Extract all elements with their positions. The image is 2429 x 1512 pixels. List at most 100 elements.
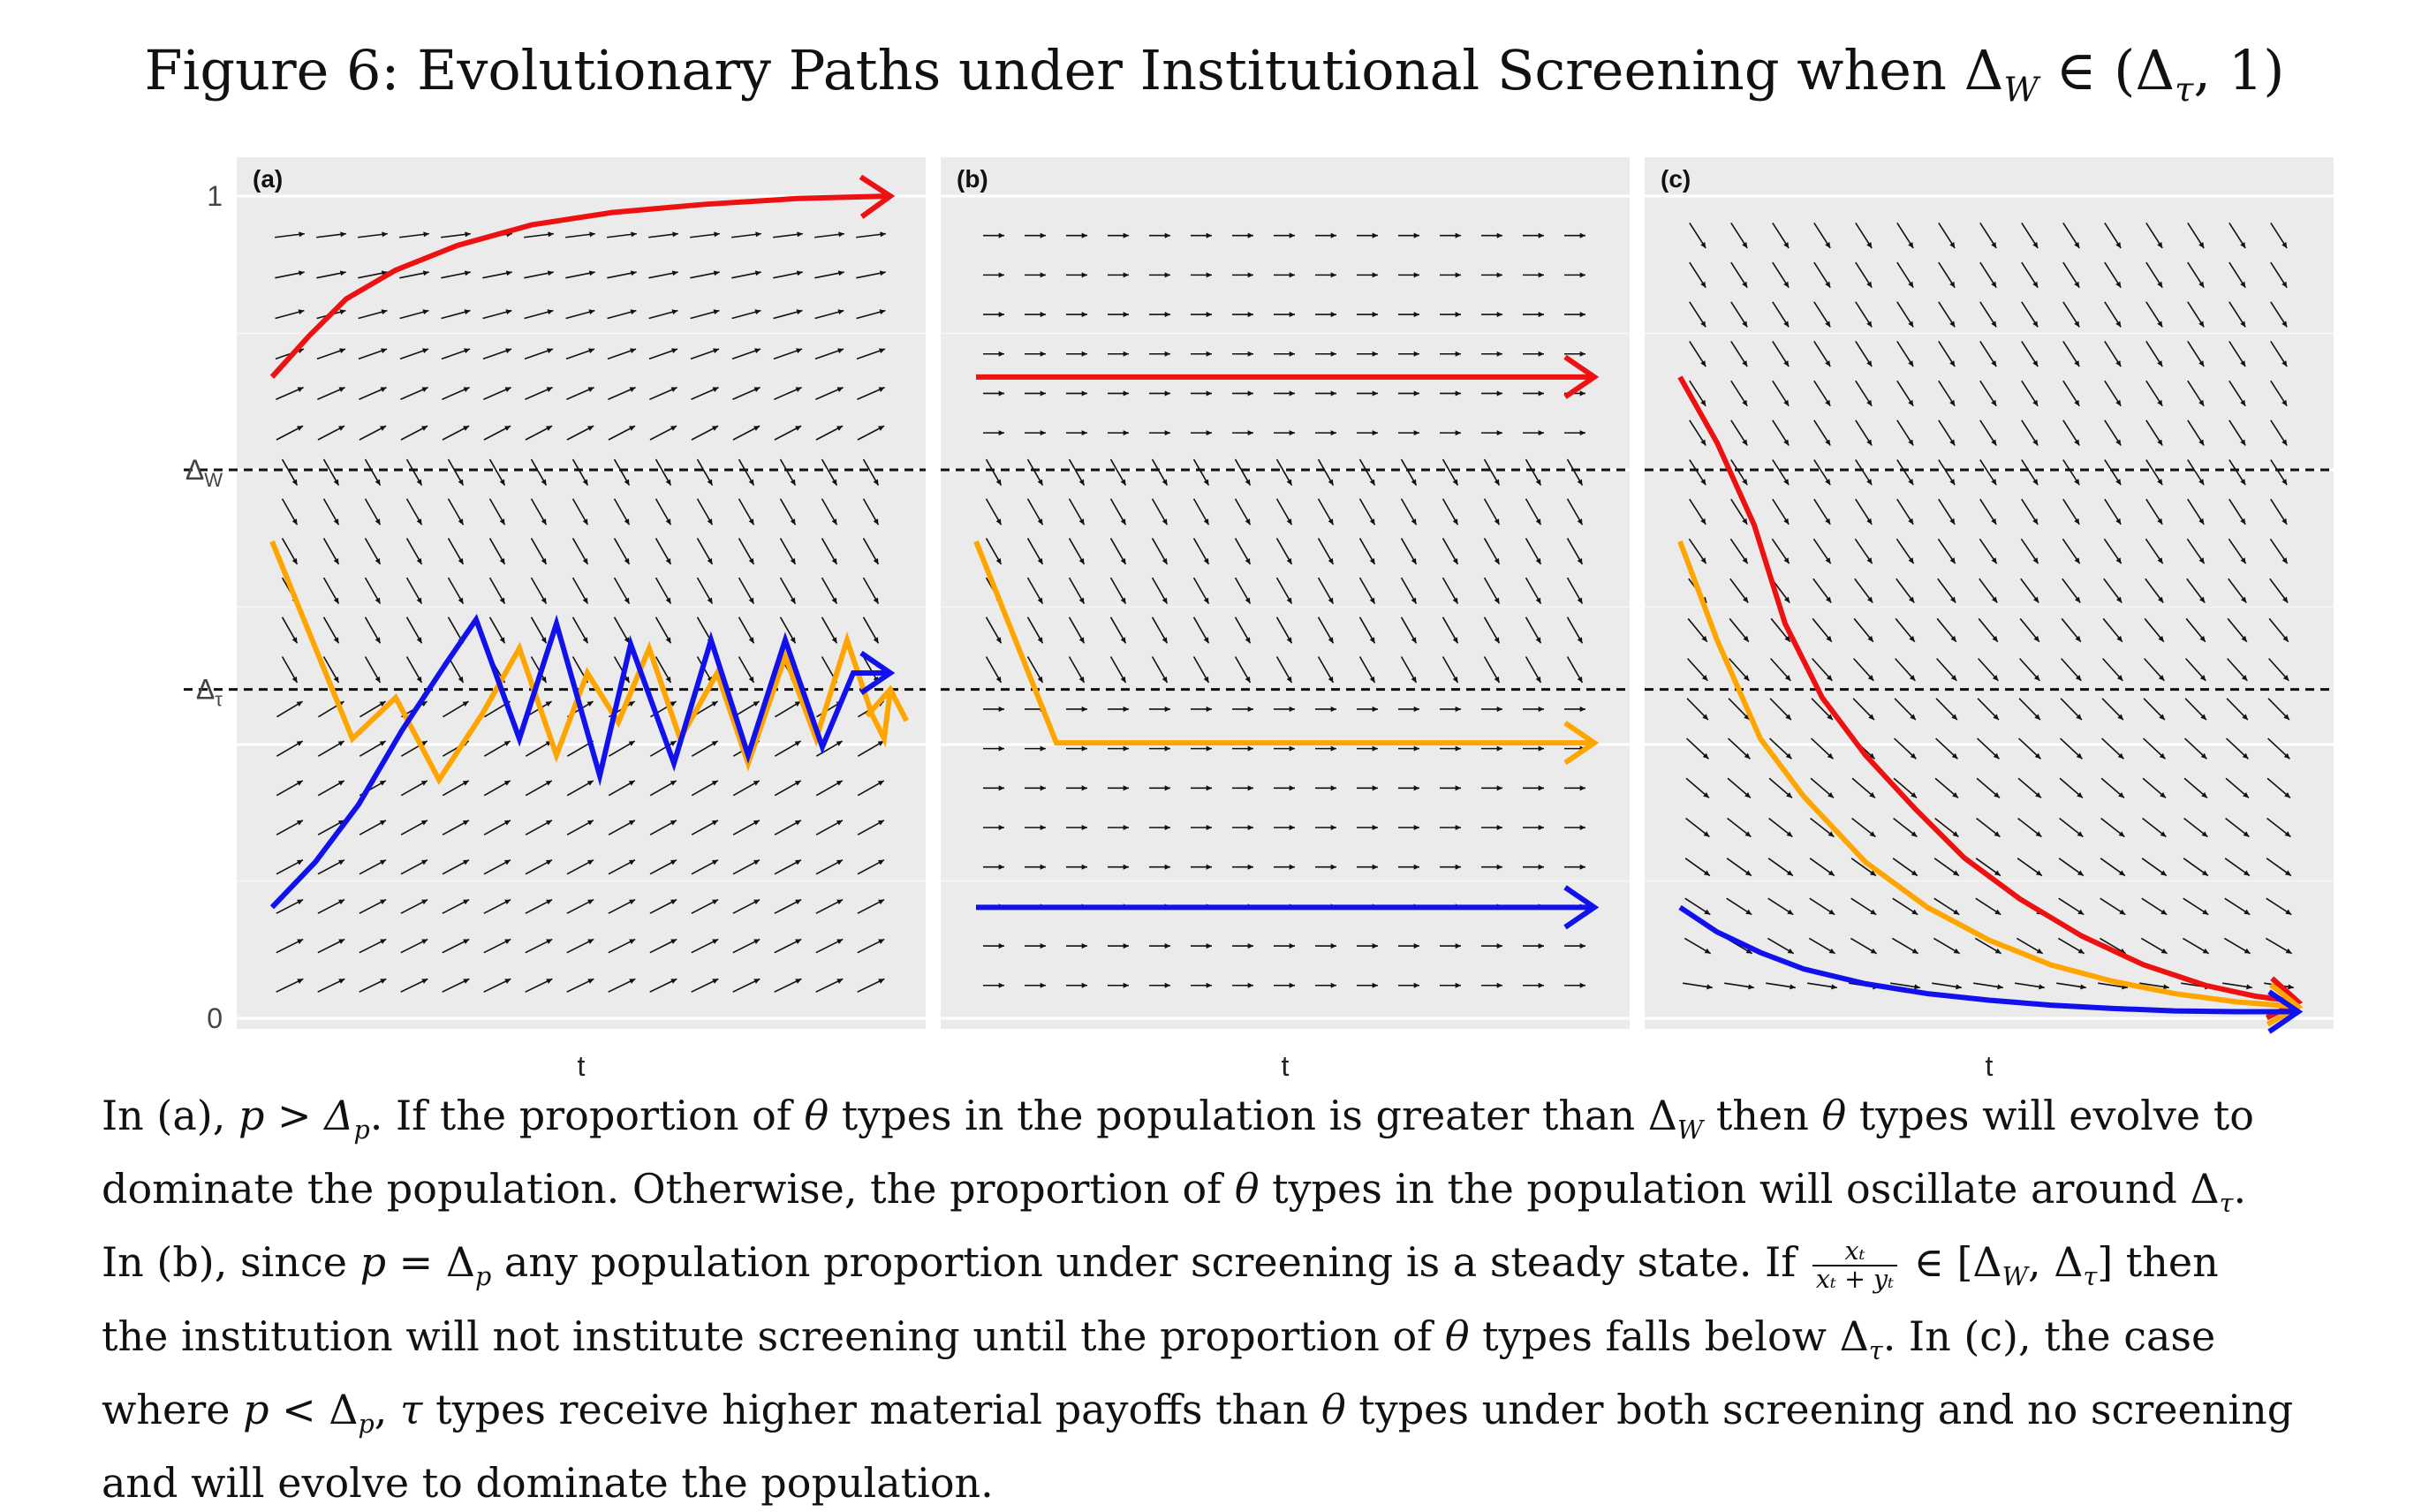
field-arrow-head [499,518,505,525]
field-arrow-head [2240,242,2246,248]
panel-2: (b) t [941,157,1630,1077]
y-tick-label: 1 [207,180,223,212]
series-arrowhead [1563,354,1600,399]
field-arrow-head [1162,557,1168,564]
field-arrow-head [1040,390,1046,397]
series-arrowhead [859,174,896,219]
field-arrow-head [2283,752,2290,760]
field-arrow-head [1206,351,1212,357]
field-arrow-head [587,899,594,905]
field-arrow-head [998,706,1004,712]
field-arrow-head [1914,984,1920,990]
field-arrow-head [1206,272,1212,278]
field-arrow-head [1577,637,1583,644]
field-arrow-head [1496,745,1502,752]
field-arrow-head [1245,479,1251,486]
field-arrow-head [1164,864,1170,870]
field-arrow-head [1579,390,1585,397]
field-arrow-head [1786,831,1793,837]
field-arrow-head [1706,984,1713,990]
field-arrow-head [463,939,470,945]
field-arrow-head [2160,909,2168,915]
field-arrow-head [504,859,511,866]
field-arrow-head [2288,984,2294,990]
field-arrow-head [1953,948,1960,954]
field-arrow-head [1828,909,1835,915]
field-arrow-head [2159,714,2165,721]
field-arrow-head [1330,745,1336,752]
field-arrow-head [379,780,386,786]
field-arrow-head [420,820,428,826]
series-line [973,540,1594,746]
field-arrow-head [877,780,884,786]
field-arrow-head [712,979,719,984]
field-arrow-head [836,899,844,905]
field-arrow-head [1413,351,1419,357]
field-arrow-head [1949,518,1956,525]
field-arrow-head [2035,870,2042,876]
field-arrow-head [711,701,718,707]
field-arrow-head [665,597,671,604]
field-arrow-head [421,979,428,984]
field-arrow-head [1866,596,1873,603]
field-arrow-head [1164,982,1170,988]
field-arrow-head [291,479,298,486]
field-arrow-head [422,348,429,354]
field-arrow-head [2077,948,2085,954]
field-arrow-head [1742,399,1748,406]
field-arrow-head [2201,870,2208,876]
field-arrow-head [2115,321,2122,328]
field-arrow-head [421,426,428,431]
field-arrow-head [998,351,1004,357]
field-arrow-head [1909,635,1915,642]
field-arrow-head [711,780,718,786]
field-arrow-head [711,741,718,746]
field-arrow-head [1328,518,1334,525]
field-arrow-head [1744,752,1751,760]
field-arrow-head [1289,351,1295,357]
field-arrow-head [1496,706,1502,712]
field-arrow-head [1991,439,1997,446]
field-arrow-head [712,899,719,905]
field-arrow-head [464,270,471,276]
field-arrow-head [1247,390,1253,397]
field-arrow-head [1494,677,1500,684]
field-arrow-head [1870,909,1877,915]
field-arrow-head [2116,635,2123,642]
field-arrow-head [1577,479,1583,486]
field-arrow-head [588,309,595,315]
field-arrow-head [1455,745,1461,752]
field-arrow-head [1911,909,1918,915]
field-arrow-head [2075,635,2081,642]
field-arrow-head [995,677,1002,684]
field-arrow-head [588,348,595,354]
field-arrow-head [333,597,339,604]
field-arrow-head [670,899,677,905]
field-arrow-head [1496,272,1502,278]
field-arrow-head [1910,752,1917,760]
field-arrow-head [2199,675,2206,681]
panel-label: (a) [253,165,283,193]
field-arrow-head [1162,518,1168,525]
field-arrow-head [1413,824,1419,831]
field-arrow-head [1330,430,1336,436]
field-arrow-head [1743,635,1749,642]
field-arrow-head [665,557,671,564]
field-arrow-head [795,939,802,945]
field-arrow-head [2115,281,2122,288]
field-arrow-head [1245,518,1251,525]
series-arrowhead [2266,982,2304,1027]
field-arrow-head [1783,557,1790,564]
field-arrow-head [1452,479,1458,486]
field-arrow-head [878,426,885,431]
caption-line-1: In (a), p > Δp. If the proportion of θ t… [102,1092,2254,1145]
field-arrow-head [1538,824,1544,831]
field-arrow-head [665,518,671,525]
field-arrow-head [2074,439,2080,446]
field-arrow-head [712,387,719,392]
field-arrow-head [416,677,422,684]
field-arrow-head [631,231,637,238]
field-arrow-head [2284,791,2290,798]
field-arrow-head [2240,518,2246,525]
field-arrow-head [2240,321,2246,328]
